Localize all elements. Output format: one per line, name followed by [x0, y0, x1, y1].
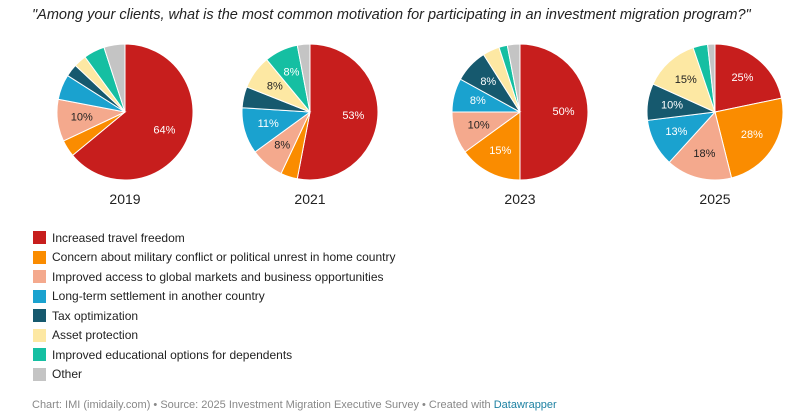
legend-item: Tax optimization [33, 306, 396, 326]
legend-item: Other [33, 365, 396, 385]
chart-title: "Among your clients, what is the most co… [32, 7, 751, 23]
pie-year-label: 2025 [699, 191, 730, 207]
slice-value-label: 8% [470, 95, 486, 107]
legend-swatch [33, 231, 46, 245]
legend-label: Asset protection [52, 328, 139, 343]
pie-year-label: 2021 [294, 191, 325, 207]
legend-item: Improved access to global markets and bu… [33, 267, 396, 287]
pie-slice-other [506, 43, 521, 113]
legend-item: Long-term settlement in another country [33, 287, 396, 307]
pie-2025: 25% 28% 18% 13% 10% 15% 2025 [646, 43, 784, 207]
pie-slice-increased-travel-freedom [296, 43, 379, 181]
pie-slice-increased-travel-freedom [71, 43, 194, 181]
slice-value-label: 10% [71, 111, 93, 123]
legend-label: Tax optimization [52, 308, 139, 323]
slice-value-label: 15% [489, 145, 511, 157]
legend-swatch [33, 328, 46, 342]
pie-2021: 53%8%11%8%8%2021 [241, 43, 379, 207]
legend-label: Improved access to global markets and bu… [52, 269, 384, 284]
pie-year-label: 2023 [504, 191, 535, 207]
pie-year-label: 2019 [109, 191, 140, 207]
pie-slice-increased-travel-freedom [519, 43, 589, 181]
legend-label: Other [52, 367, 83, 382]
legend-swatch [33, 270, 46, 284]
legend-label: Increased travel freedom [52, 230, 185, 245]
legend-swatch [33, 289, 46, 303]
pie-slice-concern-about-military-conflict-or-political-unrest-in-home-country [464, 111, 521, 181]
slice-value-label: 18% [693, 148, 715, 160]
slice-value-label: 8% [480, 76, 496, 88]
slice-value-label: 28% [741, 129, 763, 141]
slice-value-label: 11% [258, 118, 279, 130]
legend-swatch [33, 367, 46, 381]
legend-swatch [33, 309, 46, 323]
legend-item: Improved educational options for depende… [33, 345, 396, 365]
slice-value-label: 53% [342, 110, 364, 122]
legend: Increased travel freedom Concern about mi… [33, 228, 396, 384]
pie-slice-concern-about-military-conflict-or-political-unrest-in-home-country [714, 97, 784, 179]
slice-value-label: 50% [553, 106, 575, 118]
legend-item: Concern about military conflict or polit… [33, 248, 396, 268]
footer-credits: Chart: IMI (imidaily.com) • Source: 2025… [32, 399, 557, 411]
datawrapper-link[interactable]: Datawrapper [493, 399, 557, 411]
pie-slice-other [707, 43, 716, 113]
slice-value-label: 10% [661, 99, 683, 111]
footer-text: Chart: IMI (imidaily.com) • Source: 2025… [32, 399, 494, 411]
slice-value-label: 8% [274, 140, 290, 152]
slice-value-label: 15% [675, 74, 697, 86]
pie-slice-other [296, 43, 311, 113]
slice-value-label: 64% [153, 125, 175, 137]
legend-label: Improved educational options for depende… [52, 347, 293, 362]
legend-item: Asset protection [33, 326, 396, 346]
legend-label: Long-term settlement in another country [52, 289, 265, 304]
pie-slice-increased-travel-freedom [714, 43, 783, 113]
slice-value-label: 13% [665, 126, 687, 138]
pie-2023: 50% 15% 10% 8% 8% 2023 [451, 43, 589, 207]
slice-value-label: 8% [267, 80, 283, 92]
slice-value-label: 25% [731, 72, 753, 84]
legend-swatch [33, 348, 46, 362]
legend-item: Increased travel freedom [33, 228, 396, 248]
slice-value-label: 10% [468, 119, 490, 131]
legend-swatch [33, 250, 46, 264]
slice-value-label: 8% [284, 67, 300, 79]
legend-label: Concern about military conflict or polit… [52, 250, 396, 265]
pie-slice-other [103, 43, 126, 113]
pie-2019: 64% 10% 2019 [56, 43, 194, 207]
pie-slice-asset-protection [652, 46, 716, 113]
pie-slice-improved-access-to-global-markets-and-business-opportunities [668, 110, 733, 181]
